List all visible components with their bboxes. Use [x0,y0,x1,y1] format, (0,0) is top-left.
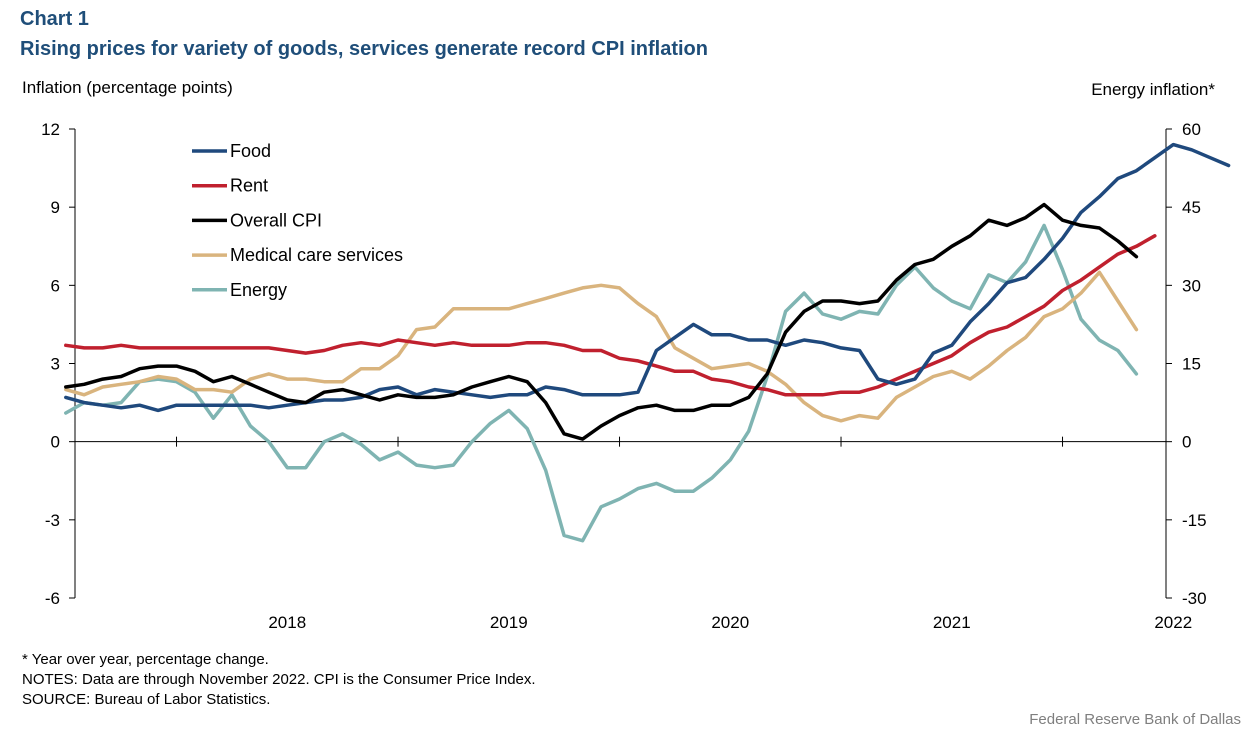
legend-label: Rent [230,176,268,196]
notes-line: NOTES: Data are through November 2022. C… [22,671,536,688]
chart-number: Chart 1 [20,8,89,30]
legend-label: Medical care services [230,245,403,265]
legend-label: Energy [230,280,287,300]
right-tick-label: 15 [1182,355,1201,374]
right-tick-label: -30 [1182,589,1207,608]
legend-label: Overall CPI [230,210,322,230]
left-tick-label: 12 [41,120,60,139]
chart-axes: 12 60 9 45 6 30 3 15 0 0 -3 -15 -6 -30 2018 2019 2020 202… [41,120,1207,632]
left-tick-label: -3 [45,511,60,530]
credit-line: Federal Reserve Bank of Dallas [1029,711,1241,728]
x-tick-label: 2018 [268,613,306,632]
x-tick-label: 2019 [490,613,528,632]
x-tick-label: 2022 [1154,613,1192,632]
right-axis-label: Energy inflation* [1091,80,1215,99]
series-line-energy [64,223,1139,543]
left-tick-label: 3 [51,355,60,374]
left-tick-label: 9 [51,198,60,217]
legend-label: Food [230,141,271,161]
left-tick-label: 0 [51,433,60,452]
right-tick-label: -15 [1182,511,1207,530]
right-tick-label: 45 [1182,198,1201,217]
right-tick-label: 30 [1182,276,1201,295]
footnote: * Year over year, percentage change. [22,651,269,668]
source-line: SOURCE: Bureau of Labor Statistics. [22,691,271,708]
chart-legend: Food Rent Overall CPI Medical care services… [192,141,403,300]
left-tick-label: 6 [51,276,60,295]
x-tick-label: 2020 [711,613,749,632]
right-tick-label: 60 [1182,120,1201,139]
left-axis-label: Inflation (percentage points) [22,78,233,97]
x-tick-label: 2021 [933,613,971,632]
series-line-overall-cpi [64,202,1139,441]
series-line-food [64,142,1231,413]
chart-notes: * Year over year, percentage change. NOT… [22,650,536,710]
series-line-rent [64,234,1157,397]
left-tick-label: -6 [45,589,60,608]
chart-series [64,142,1231,543]
right-tick-label: 0 [1182,433,1191,452]
chart-title: Rising prices for variety of goods, serv… [20,38,708,60]
